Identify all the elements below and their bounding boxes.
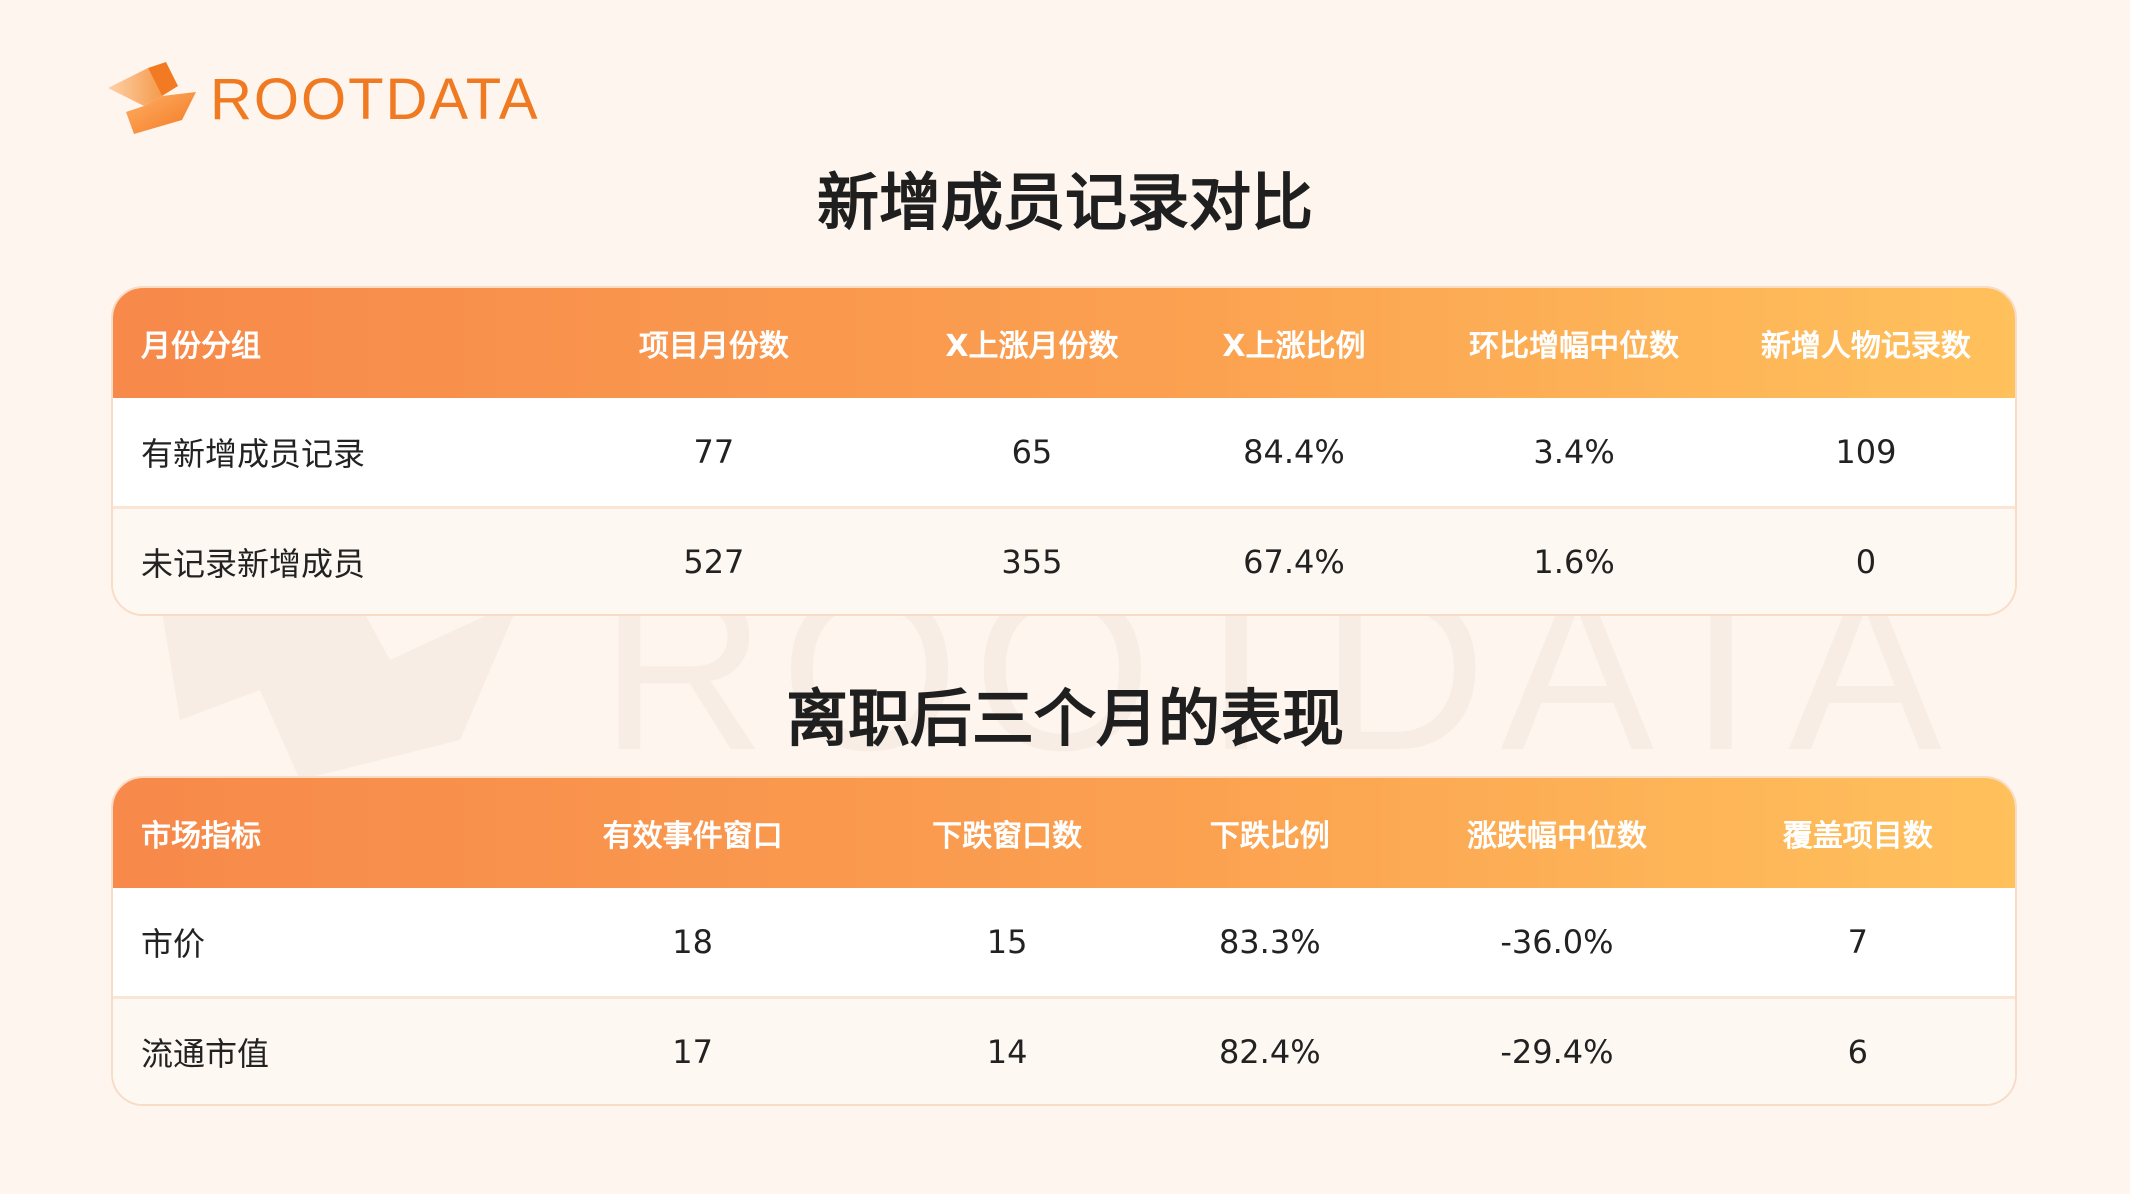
column-header: X上涨月份数 <box>945 329 1119 364</box>
table-cell: 18 <box>672 923 714 961</box>
brand-name: ROOTDATA <box>210 67 540 132</box>
table-cell: 3.4% <box>1533 433 1615 471</box>
table-cell: 84.4% <box>1243 433 1345 471</box>
table-cell: 83.3% <box>1218 923 1321 961</box>
row-label: 市价 <box>141 925 206 963</box>
rootdata-logo-icon <box>108 62 196 134</box>
table-cell: 17 <box>672 1032 714 1071</box>
column-header: 环比增幅中位数 <box>1469 329 1680 364</box>
table-header: 市场指标 有效事件窗口 下跌窗口数 下跌比例 涨跌幅中位数 覆盖项目数 <box>113 778 2015 888</box>
table-cell: 15 <box>986 923 1028 961</box>
brand-logo: ROOTDATA <box>104 62 540 138</box>
column-header: 下跌窗口数 <box>932 819 1083 854</box>
section-title-post-departure: 离职后三个月的表现 <box>785 682 1344 755</box>
table-cell: 65 <box>1011 433 1053 471</box>
row-label: 未记录新增成员 <box>141 544 366 583</box>
column-header: 有效事件窗口 <box>602 819 783 854</box>
table-cell: 77 <box>693 433 735 471</box>
column-header: 月份分组 <box>141 329 261 364</box>
table-header: 月份分组 项目月份数 X上涨月份数 X上涨比例 环比增幅中位数 新增人物记录数 <box>113 288 2015 398</box>
table-cell: 7 <box>1847 923 1868 961</box>
table-cell: 109 <box>1835 433 1897 471</box>
table-row: 有新增成员记录 77 65 84.4% 3.4% 109 <box>113 398 2015 509</box>
column-header: X上涨比例 <box>1222 329 1366 364</box>
table-cell: 1.6% <box>1533 542 1615 581</box>
table-cell: 0 <box>1855 542 1877 581</box>
table-cell: 82.4% <box>1218 1032 1321 1071</box>
table-cell: 355 <box>1001 542 1063 581</box>
table-row: 未记录新增成员 527 355 67.4% 1.6% 0 <box>113 509 2015 614</box>
column-header: 涨跌幅中位数 <box>1466 819 1647 854</box>
table-row: 市价 18 15 83.3% -36.0% 7 <box>113 888 2015 999</box>
column-header: 新增人物记录数 <box>1760 329 1971 364</box>
column-header: 覆盖项目数 <box>1782 819 1933 854</box>
section-title-new-members: 新增成员记录对比 <box>816 166 1313 239</box>
row-label: 有新增成员记录 <box>141 435 366 473</box>
table-cell: -29.4% <box>1500 1032 1614 1071</box>
new-members-table: 月份分组 项目月份数 X上涨月份数 X上涨比例 环比增幅中位数 新增人物记录数 … <box>113 288 2015 614</box>
column-header: 下跌比例 <box>1209 819 1330 854</box>
table-row: 流通市值 17 14 82.4% -29.4% 6 <box>113 999 2015 1104</box>
column-header: 市场指标 <box>141 819 261 854</box>
table-cell: 6 <box>1847 1032 1868 1071</box>
row-label: 流通市值 <box>141 1034 270 1073</box>
table-cell: -36.0% <box>1500 923 1614 961</box>
column-header: 项目月份数 <box>638 329 789 364</box>
table-cell: 14 <box>986 1032 1028 1071</box>
table-cell: 527 <box>683 542 745 581</box>
post-departure-table: 市场指标 有效事件窗口 下跌窗口数 下跌比例 涨跌幅中位数 覆盖项目数 市价 1… <box>113 778 2015 1104</box>
table-cell: 67.4% <box>1243 542 1345 581</box>
